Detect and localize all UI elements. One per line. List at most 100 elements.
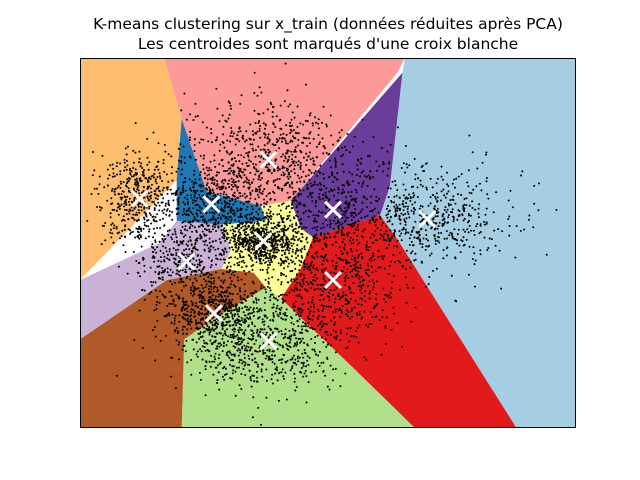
data-point bbox=[314, 236, 317, 239]
data-point bbox=[211, 188, 214, 191]
data-point bbox=[243, 318, 246, 321]
data-point bbox=[216, 326, 218, 329]
data-point bbox=[137, 231, 140, 234]
data-point bbox=[377, 211, 380, 214]
data-point bbox=[318, 143, 321, 146]
data-point bbox=[412, 286, 415, 289]
data-point bbox=[120, 203, 123, 206]
data-point bbox=[285, 124, 288, 127]
data-point bbox=[360, 286, 363, 289]
data-point bbox=[299, 249, 302, 251]
data-point bbox=[323, 184, 326, 187]
data-point bbox=[256, 220, 259, 223]
data-point bbox=[404, 276, 407, 279]
data-point bbox=[147, 225, 150, 228]
data-point bbox=[401, 265, 404, 267]
data-point bbox=[285, 398, 288, 401]
data-point bbox=[270, 378, 273, 381]
data-point bbox=[263, 328, 266, 331]
data-point bbox=[294, 342, 297, 345]
data-point bbox=[367, 325, 369, 328]
data-point bbox=[164, 334, 167, 337]
data-point bbox=[363, 295, 366, 298]
data-point bbox=[434, 240, 437, 242]
data-point bbox=[477, 216, 480, 219]
data-point bbox=[318, 299, 321, 302]
data-point bbox=[310, 286, 313, 289]
data-point bbox=[289, 128, 292, 131]
data-point bbox=[219, 286, 222, 288]
data-point bbox=[218, 214, 221, 216]
data-point bbox=[428, 244, 431, 247]
data-point bbox=[254, 198, 257, 200]
data-point bbox=[375, 195, 378, 198]
data-point bbox=[181, 241, 184, 244]
data-point bbox=[134, 236, 137, 239]
data-point bbox=[152, 215, 155, 218]
data-point bbox=[360, 284, 363, 287]
data-point bbox=[117, 203, 120, 206]
data-point bbox=[328, 159, 331, 162]
data-point bbox=[312, 214, 315, 217]
data-point bbox=[208, 331, 211, 334]
data-point bbox=[322, 271, 325, 274]
data-point bbox=[303, 226, 305, 229]
data-point bbox=[197, 313, 200, 315]
data-point bbox=[463, 243, 466, 246]
data-point bbox=[288, 329, 291, 332]
data-point bbox=[205, 228, 208, 231]
data-point bbox=[281, 293, 284, 296]
data-point bbox=[154, 335, 157, 338]
data-point bbox=[375, 218, 378, 221]
data-point bbox=[251, 269, 254, 271]
data-point bbox=[283, 173, 286, 176]
data-point bbox=[284, 249, 287, 252]
data-point bbox=[358, 313, 361, 316]
data-point bbox=[353, 306, 356, 309]
data-point bbox=[135, 260, 138, 262]
data-point bbox=[268, 261, 271, 264]
data-point bbox=[479, 224, 482, 227]
data-point bbox=[270, 172, 273, 175]
data-point bbox=[369, 219, 371, 222]
data-point bbox=[357, 266, 360, 269]
data-point bbox=[287, 258, 290, 261]
data-point bbox=[259, 125, 262, 127]
data-point bbox=[456, 218, 459, 221]
data-point bbox=[473, 234, 476, 236]
data-point bbox=[199, 185, 202, 188]
data-point bbox=[281, 333, 284, 336]
data-point bbox=[220, 299, 223, 302]
data-point bbox=[321, 263, 324, 266]
data-point bbox=[284, 157, 287, 160]
data-point bbox=[165, 250, 168, 253]
data-point bbox=[159, 290, 162, 293]
data-point bbox=[387, 196, 390, 199]
data-point bbox=[96, 187, 98, 190]
data-point bbox=[357, 303, 360, 306]
data-point bbox=[224, 240, 227, 242]
data-point bbox=[151, 174, 154, 177]
data-point bbox=[436, 196, 439, 199]
data-point bbox=[190, 189, 193, 192]
data-point bbox=[226, 340, 229, 343]
data-point bbox=[263, 232, 266, 235]
data-point bbox=[313, 181, 316, 183]
data-point bbox=[242, 181, 245, 184]
data-point bbox=[235, 244, 238, 247]
data-point bbox=[280, 127, 283, 130]
data-point bbox=[158, 189, 161, 192]
data-point bbox=[389, 187, 392, 190]
data-point bbox=[388, 220, 391, 223]
data-point bbox=[340, 258, 342, 261]
data-point bbox=[266, 257, 269, 260]
data-point bbox=[198, 371, 201, 374]
data-point bbox=[138, 237, 141, 240]
data-point bbox=[468, 214, 470, 217]
data-point bbox=[277, 239, 279, 242]
data-point bbox=[177, 270, 180, 273]
data-point bbox=[203, 299, 206, 302]
data-point bbox=[355, 275, 358, 278]
data-point bbox=[183, 285, 185, 288]
data-point bbox=[495, 191, 498, 194]
